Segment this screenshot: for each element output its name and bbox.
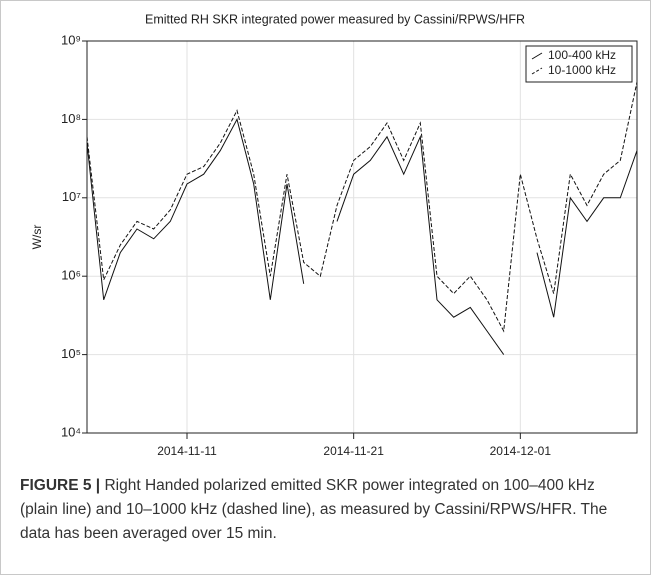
legend-swatch (531, 67, 543, 75)
y-tick-label: 10⁵ (61, 346, 81, 361)
legend-box (525, 45, 633, 83)
caption-text: Right Handed polarized emitted SKR power… (20, 477, 608, 542)
series-line (87, 118, 637, 355)
legend-label: 100-400 kHz (548, 48, 616, 62)
y-tick-label: 10⁶ (61, 268, 81, 283)
x-tick-label: 2014-12-01 (490, 444, 552, 458)
y-tick-label: 10⁴ (61, 424, 81, 439)
x-tick-label: 2014-11-11 (157, 444, 217, 458)
y-axis-label: W/sr (30, 225, 44, 250)
y-tick-label: 10⁸ (61, 111, 81, 126)
chart: Emitted RH SKR integrated power measured… (30, 12, 638, 458)
y-tick-label: 10⁷ (62, 189, 81, 204)
caption: FIGURE 5 | Right Handed polarized emitte… (20, 474, 635, 546)
plot-frame (86, 40, 638, 434)
caption-label: FIGURE 5 | (20, 477, 101, 494)
legend-swatch (531, 52, 543, 60)
legend-label: 10-1000 kHz (548, 63, 616, 77)
x-tick-label: 2014-11-21 (323, 444, 384, 458)
y-tick-label: 10⁹ (61, 32, 81, 47)
chart-title: Emitted RH SKR integrated power measured… (145, 12, 525, 26)
